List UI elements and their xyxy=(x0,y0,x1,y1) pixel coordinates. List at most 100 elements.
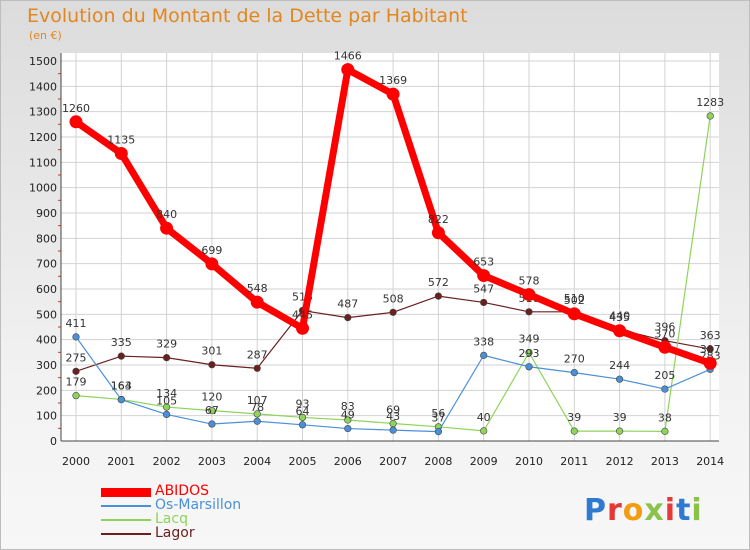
data-label-lagor: 301 xyxy=(201,345,222,358)
x-tick-label: 2005 xyxy=(289,455,317,468)
data-point-os-marsillon xyxy=(253,417,261,425)
data-point-lacq xyxy=(344,416,352,424)
data-label-lagor: 329 xyxy=(156,338,177,351)
data-label-abidos: 435 xyxy=(609,311,630,324)
data-label-abidos: 502 xyxy=(564,294,585,307)
data-point-lagor xyxy=(208,361,216,369)
data-point-os-marsillon xyxy=(434,428,443,436)
data-point-lagor xyxy=(389,308,397,316)
y-tick-label: 100 xyxy=(36,410,57,423)
data-label-lagor: 396 xyxy=(654,321,675,334)
x-tick-label: 2002 xyxy=(153,455,181,468)
data-point-lagor xyxy=(525,308,533,316)
data-point-abidos xyxy=(205,257,219,271)
data-label-lagor: 287 xyxy=(247,348,268,361)
y-tick-label: 400 xyxy=(36,334,57,347)
data-label-os-marsillon: 67 xyxy=(205,404,219,417)
data-label-os-marsillon: 244 xyxy=(609,359,630,372)
y-tick-label: 1000 xyxy=(29,182,57,195)
data-label-lagor: 508 xyxy=(383,292,404,305)
data-point-abidos xyxy=(69,115,83,129)
data-point-os-marsillon xyxy=(480,351,488,359)
data-point-abidos xyxy=(658,340,672,354)
y-tick-label: 600 xyxy=(36,283,57,296)
legend-label: Lagor xyxy=(155,525,195,541)
data-label-os-marsillon: 205 xyxy=(654,369,675,382)
y-tick-label: 200 xyxy=(36,384,57,397)
x-tick-label: 2014 xyxy=(696,455,724,468)
data-point-lacq xyxy=(253,410,261,418)
x-tick-label: 2009 xyxy=(470,455,498,468)
x-tick-label: 2003 xyxy=(198,455,226,468)
data-label-lagor: 335 xyxy=(111,336,132,349)
data-point-os-marsillon xyxy=(208,420,216,428)
data-label-os-marsillon: 78 xyxy=(250,401,264,414)
data-label-lacq: 56 xyxy=(431,407,445,420)
data-label-os-marsillon: 64 xyxy=(296,405,310,418)
data-point-abidos xyxy=(477,269,491,283)
data-point-os-marsillon xyxy=(344,424,352,433)
x-tick-label: 2013 xyxy=(651,455,679,468)
data-point-lagor xyxy=(117,352,125,360)
data-point-abidos xyxy=(341,63,355,77)
chart-unit: (en €) xyxy=(29,29,62,42)
y-tick-label: 700 xyxy=(36,258,57,271)
data-label-os-marsillon: 37 xyxy=(431,412,445,425)
data-label-lagor: 547 xyxy=(473,282,494,295)
data-label-lacq: 39 xyxy=(613,411,627,424)
x-tick-label: 2000 xyxy=(62,455,90,468)
data-label-os-marsillon: 49 xyxy=(341,409,355,422)
data-point-abidos xyxy=(613,324,627,338)
data-label-lagor: 275 xyxy=(66,351,87,364)
data-label-lacq: 1283 xyxy=(696,96,724,109)
data-label-os-marsillon: 270 xyxy=(564,353,585,366)
data-point-abidos xyxy=(114,146,128,160)
data-label-lagor: 572 xyxy=(428,276,449,289)
data-point-lacq xyxy=(570,427,578,435)
data-label-abidos: 307 xyxy=(700,343,721,356)
data-point-os-marsillon xyxy=(525,363,533,371)
proxiti-logo: Proxiti xyxy=(584,493,703,528)
data-point-lagor xyxy=(344,314,352,322)
data-label-lagor: 440 xyxy=(609,310,630,323)
data-point-lagor xyxy=(253,364,261,372)
x-tick-label: 2012 xyxy=(606,455,634,468)
data-point-os-marsillon xyxy=(570,369,578,377)
data-point-lacq xyxy=(525,348,533,357)
data-point-os-marsillon xyxy=(298,421,307,429)
data-point-abidos xyxy=(703,356,717,370)
data-label-abidos: 1260 xyxy=(62,102,90,115)
data-label-lacq: 38 xyxy=(658,411,672,424)
data-label-abidos: 548 xyxy=(247,282,268,295)
data-point-os-marsillon xyxy=(615,375,624,383)
x-tick-label: 2001 xyxy=(107,455,135,468)
data-label-abidos: 1369 xyxy=(379,74,407,87)
x-tick-label: 2006 xyxy=(334,455,362,468)
data-label-os-marsillon: 105 xyxy=(156,394,177,407)
data-label-lacq: 134 xyxy=(156,387,177,400)
x-tick-label: 2010 xyxy=(515,455,543,468)
data-label-lacq: 164 xyxy=(111,379,132,392)
data-point-lacq xyxy=(163,403,171,411)
legend-swatch xyxy=(101,505,151,507)
y-tick-label: 1100 xyxy=(29,156,57,169)
y-tick-label: 500 xyxy=(36,308,57,321)
data-point-lacq xyxy=(706,112,714,120)
data-point-abidos xyxy=(567,307,581,321)
x-tick-label: 2004 xyxy=(243,455,271,468)
data-point-abidos xyxy=(431,226,445,240)
data-point-lagor xyxy=(163,354,171,362)
data-label-lagor: 510 xyxy=(564,292,585,305)
data-label-lacq: 107 xyxy=(247,394,268,407)
data-label-lagor: 487 xyxy=(337,298,358,311)
data-label-abidos: 578 xyxy=(519,275,540,288)
y-tick-label: 300 xyxy=(36,359,57,372)
data-label-abidos: 822 xyxy=(428,213,449,226)
data-label-lacq: 69 xyxy=(386,404,400,417)
y-tick-label: 1300 xyxy=(29,106,57,119)
data-label-abidos: 840 xyxy=(156,208,177,221)
x-tick-label: 2008 xyxy=(424,455,452,468)
data-point-os-marsillon xyxy=(163,410,171,419)
